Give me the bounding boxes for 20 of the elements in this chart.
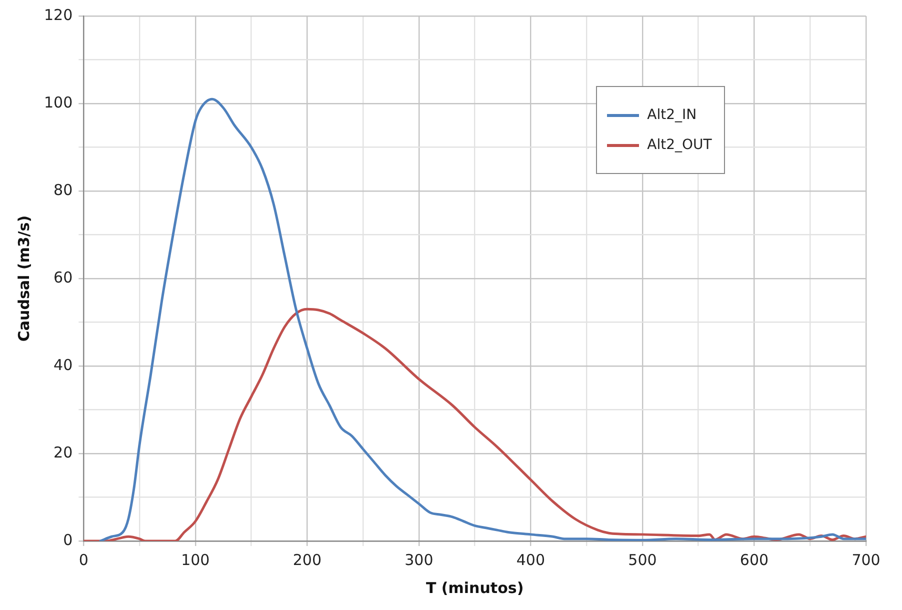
y-tick-label: 100 xyxy=(44,93,73,112)
x-axis-title: T (minutos) xyxy=(426,578,524,597)
x-tick-label: 200 xyxy=(292,550,322,569)
legend-label: Alt2_OUT xyxy=(647,137,712,153)
x-tick-label: 0 xyxy=(78,550,88,569)
y-tick-label: 0 xyxy=(63,530,73,549)
x-tick-label: 600 xyxy=(740,550,769,569)
legend-label: Alt2_IN xyxy=(647,107,697,123)
y-tick-label: 40 xyxy=(54,356,73,374)
y-tick-label: 60 xyxy=(54,268,73,286)
x-tick-label: 700 xyxy=(852,550,880,569)
y-axis-title: Caudsal (m3/s) xyxy=(14,215,33,342)
y-tick-label: 120 xyxy=(44,6,73,24)
y-tick-label: 80 xyxy=(54,180,73,199)
line-series xyxy=(99,98,866,541)
x-tick-label: 500 xyxy=(628,550,657,569)
x-tick-label: 400 xyxy=(516,550,546,569)
x-tick-label: 300 xyxy=(404,550,434,569)
y-tick-label: 20 xyxy=(54,443,73,462)
x-tick-label: 100 xyxy=(181,550,210,569)
